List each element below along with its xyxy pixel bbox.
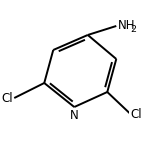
Text: NH: NH (118, 19, 135, 32)
Text: Cl: Cl (130, 107, 142, 121)
Text: N: N (70, 109, 79, 122)
Text: Cl: Cl (1, 91, 13, 105)
Text: 2: 2 (131, 25, 136, 34)
